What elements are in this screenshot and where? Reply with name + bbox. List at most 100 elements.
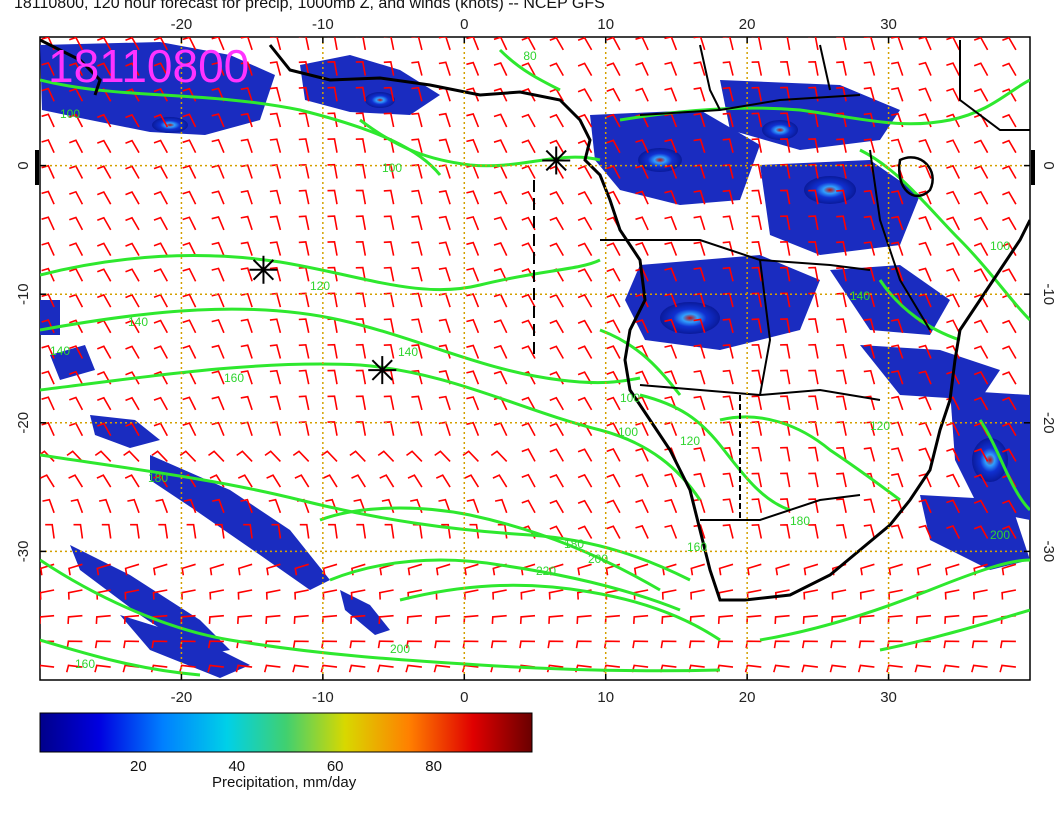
wind-barb [298, 37, 310, 51]
wind-barb [125, 113, 140, 128]
wind-barb [125, 242, 140, 257]
wind-barb [355, 215, 367, 231]
wind-barb [97, 396, 112, 411]
wind-barb [836, 472, 847, 488]
wind-barb [863, 86, 876, 102]
wind-barb [863, 112, 876, 128]
wind-barb [747, 563, 762, 576]
wind-barb [1002, 448, 1017, 462]
contour-label: 140 [128, 315, 148, 329]
wind-barb [379, 563, 394, 576]
wind-barb [863, 215, 876, 231]
wind-barb [1002, 88, 1017, 102]
wind-barb [407, 474, 423, 488]
country-border [759, 259, 772, 396]
wind-barb [918, 498, 932, 514]
wind-barb [125, 371, 140, 385]
wind-barb [780, 343, 791, 359]
wind-barb [549, 190, 564, 205]
wind-barb [355, 318, 367, 333]
wind-barb [435, 474, 451, 488]
wind-barb [327, 369, 338, 385]
wind-barb [298, 138, 310, 153]
wind-barb [751, 241, 763, 256]
wind-barb [1002, 139, 1017, 154]
wind-barb [808, 395, 819, 411]
wind-barb [549, 113, 564, 128]
coastline [268, 44, 1030, 602]
wind-barb [635, 164, 649, 179]
wind-barb [493, 216, 508, 231]
wind-barb [469, 523, 480, 539]
wind-barb [97, 113, 112, 128]
wind-barb [240, 267, 253, 282]
wind-barb [493, 62, 508, 76]
wind-barb [860, 563, 875, 576]
wind-barb [635, 61, 649, 76]
wind-barb [606, 525, 621, 539]
wind-barb [73, 523, 84, 539]
wind-barb [577, 216, 593, 231]
wind-barb [493, 242, 508, 256]
wind-barb [68, 563, 83, 576]
wind-barb [863, 37, 876, 51]
wind-barb [780, 266, 791, 282]
wind-barb [182, 190, 197, 205]
wind-barb [606, 139, 621, 154]
wind-barb [462, 640, 479, 649]
wind-barb [808, 343, 819, 359]
wind-barb [463, 614, 479, 624]
wind-barb [298, 343, 310, 359]
wind-barb [886, 664, 903, 673]
wind-barb [549, 37, 564, 51]
wind-barb [808, 37, 819, 51]
wind-barb [492, 589, 507, 600]
wind-barb [182, 113, 197, 128]
contour-line [879, 608, 1030, 652]
wind-barb [240, 421, 253, 436]
wind-barb [125, 37, 140, 51]
wind-barb [521, 190, 536, 205]
wind-barb [606, 319, 621, 334]
wind-barb [635, 499, 649, 514]
wind-barb [751, 498, 763, 513]
wind-barb [97, 242, 112, 256]
wind-barb [808, 446, 819, 462]
wind-barb [179, 640, 196, 649]
wind-barb [240, 164, 253, 179]
wind-barb [235, 664, 253, 673]
wind-barb [466, 241, 480, 256]
wind-barb [887, 614, 903, 624]
wind-barb [635, 422, 649, 437]
wind-barb [327, 215, 338, 231]
height-contours [40, 48, 1030, 677]
wind-barb [41, 164, 55, 179]
wind-barb [863, 498, 876, 514]
wind-barb [211, 318, 225, 334]
wind-barb [891, 472, 904, 488]
left-lat-label: -20 [15, 412, 32, 434]
wind-barb [519, 614, 536, 624]
wind-barb [836, 369, 847, 385]
wind-barb [320, 664, 338, 673]
wind-barb [780, 395, 791, 411]
wind-barb [180, 614, 196, 624]
wind-barb [298, 318, 310, 333]
wind-barb [836, 112, 847, 128]
wind-barb [125, 190, 140, 205]
wind-barb [240, 241, 253, 256]
wind-barb [69, 319, 84, 334]
wind-barb [549, 319, 564, 334]
wind-barb [915, 614, 932, 624]
wind-barb [240, 87, 253, 102]
contour-label: 120 [870, 419, 890, 433]
wind-barb [212, 498, 225, 514]
wind-barb [780, 318, 791, 333]
wind-barb [693, 524, 706, 539]
wind-barb [606, 242, 621, 256]
wind-barb [521, 448, 536, 462]
wind-barb [577, 473, 593, 488]
wind-barb [66, 640, 83, 649]
wind-barb [973, 319, 989, 334]
wind-barb [1001, 563, 1017, 576]
